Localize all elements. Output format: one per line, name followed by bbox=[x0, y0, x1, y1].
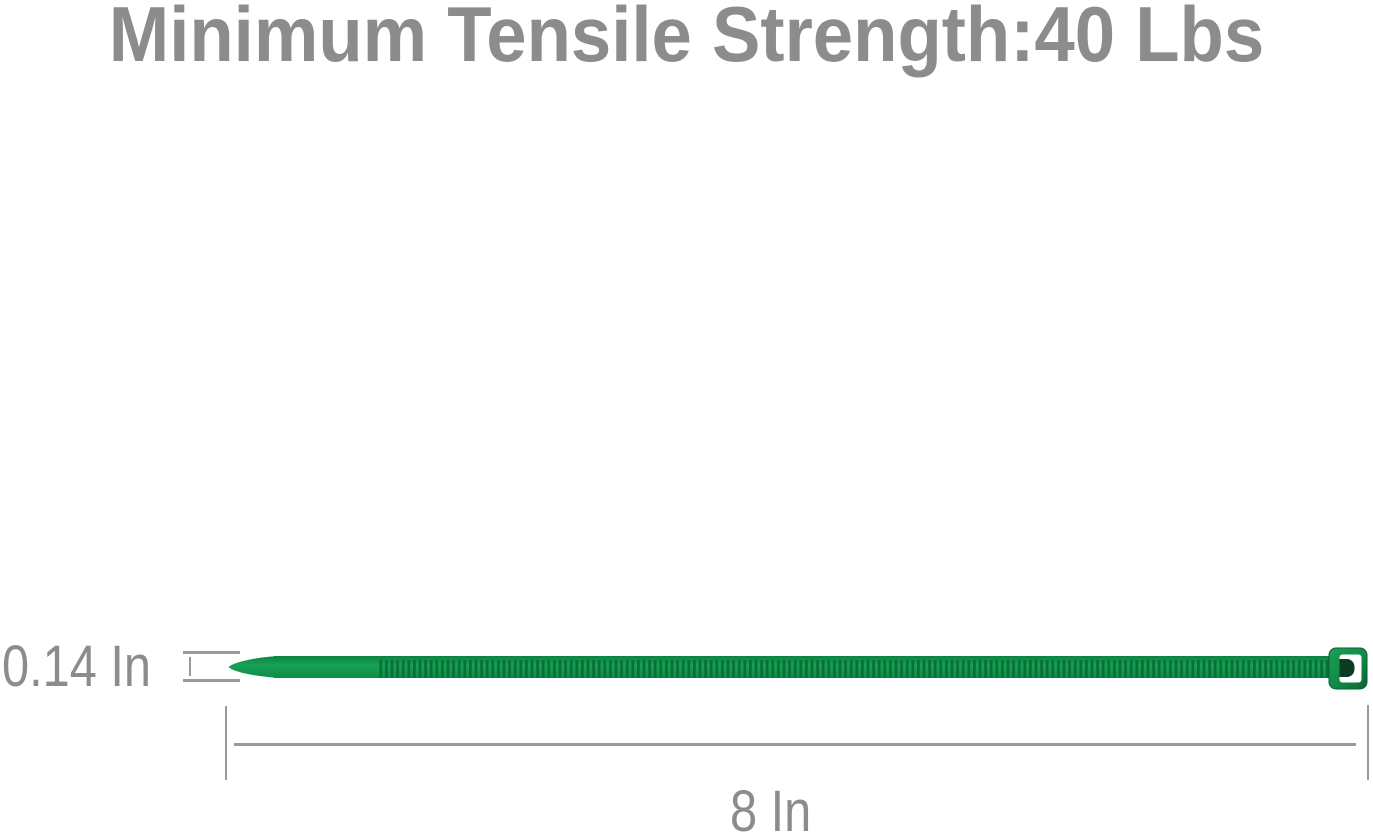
tie-pawl bbox=[1339, 659, 1355, 677]
tie-teeth bbox=[378, 660, 1331, 678]
length-dimension-line bbox=[234, 743, 1356, 746]
cable-tie-image bbox=[228, 647, 1368, 690]
width-bracket-bottom-line bbox=[183, 679, 240, 682]
width-bracket-top-line bbox=[183, 651, 240, 654]
width-bracket-tick bbox=[189, 657, 191, 676]
length-dimension-label: 8 In bbox=[730, 779, 812, 833]
length-dimension-right-tick bbox=[1367, 705, 1369, 780]
tensile-strength-title: Minimum Tensile Strength:40 Lbs bbox=[108, 0, 1265, 78]
tie-tip bbox=[228, 656, 278, 678]
length-dimension-left-tick bbox=[225, 706, 227, 780]
width-dimension-label: 0.14 In bbox=[2, 634, 151, 699]
